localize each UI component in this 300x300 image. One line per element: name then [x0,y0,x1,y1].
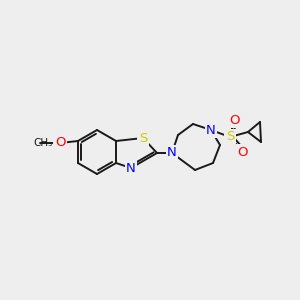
Text: O: O [238,146,248,158]
Text: S: S [139,131,147,145]
Text: S: S [226,130,234,143]
Text: N: N [206,124,216,136]
Text: O: O [229,113,239,127]
Text: N: N [167,146,177,160]
Text: N: N [126,161,136,175]
Text: O: O [55,136,65,149]
Text: CH₃: CH₃ [33,138,52,148]
